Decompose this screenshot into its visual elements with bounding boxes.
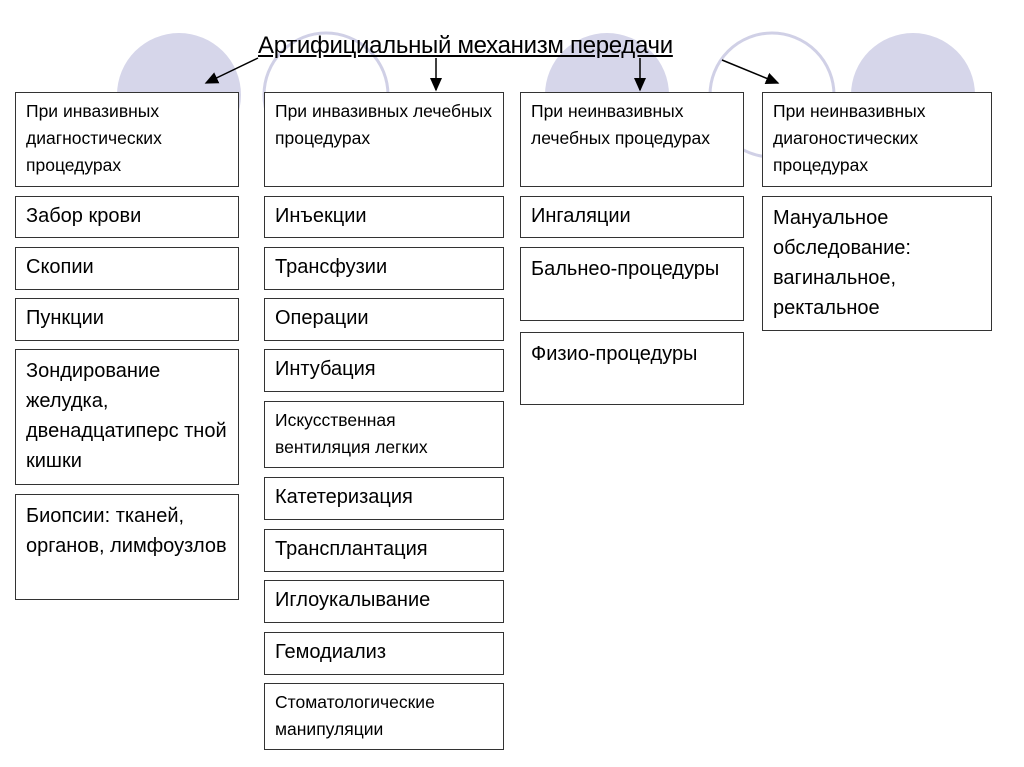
column-header: При инвазивных лечебных процедурах bbox=[264, 92, 504, 187]
list-item: Искусственная вентиляция легких bbox=[264, 401, 504, 468]
list-item: Трансфузии bbox=[264, 247, 504, 290]
list-item: Скопии bbox=[15, 247, 239, 290]
list-item: Бальнео-процедуры bbox=[520, 247, 744, 321]
list-item: Пункции bbox=[15, 298, 239, 341]
list-item: Катетеризация bbox=[264, 477, 504, 520]
list-item: Интубация bbox=[264, 349, 504, 392]
column-header: При неинвазивных диагоностических процед… bbox=[762, 92, 992, 187]
list-item: Мануальное обследование: вагинальное, ре… bbox=[762, 196, 992, 331]
arrow-to-col4 bbox=[721, 59, 780, 84]
list-item: Зондирование желудка, двенадцатиперс тно… bbox=[15, 349, 239, 485]
column-header: При неинвазивных лечебных процедурах bbox=[520, 92, 744, 187]
list-item: Физио-процедуры bbox=[520, 332, 744, 405]
list-item: Ингаляции bbox=[520, 196, 744, 238]
list-item: Биопсии: тканей, органов, лимфоузлов bbox=[15, 494, 239, 600]
list-item: Гемодиализ bbox=[264, 632, 504, 675]
list-item: Забор крови bbox=[15, 196, 239, 238]
list-item: Стоматологические манипуляции bbox=[264, 683, 504, 750]
list-item: Операции bbox=[264, 298, 504, 341]
column-header: При инвазивных диагностических процедура… bbox=[15, 92, 239, 187]
diagram-title: Артифициальный механизм передачи bbox=[258, 32, 673, 59]
list-item: Трансплантация bbox=[264, 529, 504, 572]
list-item: Иглоукалывание bbox=[264, 580, 504, 623]
arrow-to-col1 bbox=[204, 57, 259, 84]
list-item: Инъекции bbox=[264, 196, 504, 238]
